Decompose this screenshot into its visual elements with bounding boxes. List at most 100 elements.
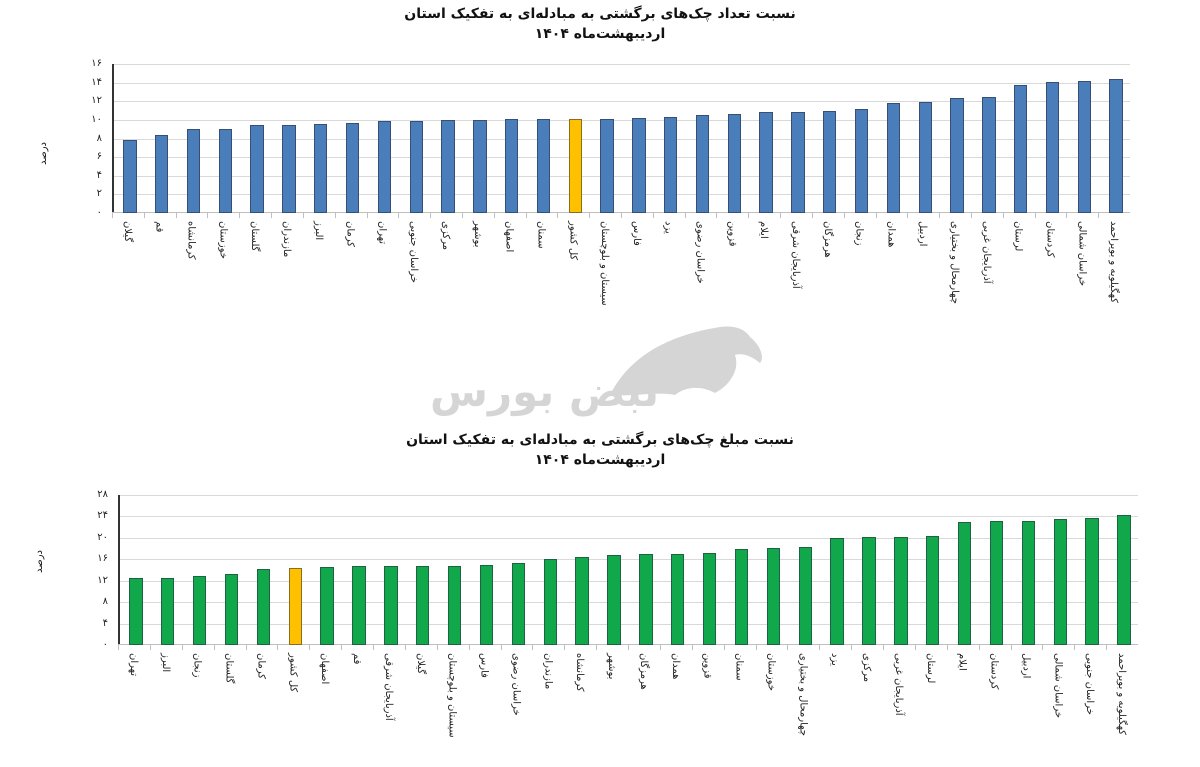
- bar: [600, 118, 614, 213]
- watermark: نبض بورس: [430, 315, 770, 425]
- bar: [957, 521, 972, 645]
- y-tick-label: ۲۴: [97, 510, 108, 522]
- x-tick-label: آذربایجان شرقی: [382, 653, 394, 721]
- x-tick: [907, 213, 909, 218]
- bar: [416, 565, 430, 645]
- bar: [288, 567, 302, 645]
- bar: [409, 120, 423, 213]
- x-tick-label: کرمانشاه: [185, 221, 197, 260]
- y-tick-label: ۱۴: [91, 76, 102, 88]
- x-tick: [373, 645, 374, 650]
- title-line: نسبت تعداد چک‌های برگشتی به مبادله‌ای به…: [404, 6, 796, 22]
- x-tick-label: زنجان: [853, 221, 865, 246]
- gridline: [112, 82, 1130, 84]
- bar: [830, 538, 844, 645]
- bull-icon: [610, 326, 762, 396]
- x-tick-label: کرمانشاه: [574, 653, 586, 692]
- bar: [504, 118, 519, 213]
- bar: [123, 140, 137, 213]
- x-tick: [557, 213, 559, 218]
- bar: [345, 122, 360, 213]
- x-tick: [1010, 645, 1012, 650]
- y-tick-label: ۱۶: [97, 553, 108, 565]
- bar: [511, 562, 526, 645]
- x-tick: [1002, 213, 1004, 218]
- x-tick-label: یزد: [662, 221, 674, 234]
- bar: [1085, 518, 1099, 645]
- x-tick-label: زنجان: [191, 653, 203, 678]
- x-tick: [564, 645, 566, 650]
- x-tick-label: گیلان: [121, 221, 133, 243]
- x-tick: [532, 645, 534, 650]
- bar: [1077, 80, 1091, 213]
- x-tick: [691, 645, 693, 650]
- x-tick-label: ایلام: [956, 653, 968, 671]
- bar: [727, 114, 742, 213]
- x-tick: [748, 213, 750, 218]
- x-tick-label: یزد: [829, 653, 841, 666]
- y-tick-label: ۱۰: [91, 113, 102, 125]
- x-tick-label: قم: [351, 653, 363, 665]
- x-tick: [1042, 645, 1044, 650]
- bar: [862, 537, 876, 645]
- gridline: [118, 623, 1138, 625]
- bar: [1117, 514, 1131, 645]
- x-tick-label: لرستان: [924, 653, 936, 684]
- x-tick: [1106, 645, 1108, 650]
- bar: [766, 548, 781, 645]
- x-tick-label: مرکزی: [861, 653, 873, 682]
- x-tick-label: ایلام: [758, 221, 770, 239]
- bar: [568, 118, 582, 213]
- bar: [536, 118, 551, 213]
- bar: [639, 554, 653, 645]
- bar: [473, 119, 487, 213]
- bar: [854, 108, 869, 213]
- bar: [575, 557, 589, 645]
- bar: [352, 565, 366, 645]
- x-tick: [787, 645, 789, 650]
- x-tick-label: کهگیلویه و بویراحمد: [1108, 221, 1120, 303]
- x-tick-label: آذربایجان شرقی: [789, 221, 801, 289]
- bar: [702, 553, 717, 645]
- x-tick-label: لرستان: [1012, 221, 1024, 252]
- x-tick-label: کرمان: [255, 653, 267, 680]
- x-tick: [978, 645, 980, 650]
- x-tick: [430, 213, 432, 218]
- bar: [671, 554, 685, 645]
- x-tick-label: هرمزگان: [821, 221, 833, 258]
- subtitle-line: اردیبهشت‌ماه ۱۴۰۴: [534, 452, 666, 468]
- y-tick-label: ۲۸: [97, 489, 108, 500]
- gridline: [118, 580, 1138, 582]
- x-tick: [716, 213, 718, 218]
- x-tick: [1098, 213, 1100, 218]
- x-tick-label: چهارمحال و بختیاری: [797, 653, 809, 736]
- bar: [1021, 521, 1036, 645]
- title-line: نسبت مبلغ چک‌های برگشتی به مبادله‌ای به …: [406, 432, 794, 448]
- x-tick-label: خوزستان: [765, 653, 777, 691]
- bar: [982, 96, 996, 213]
- gridline: [112, 101, 1130, 103]
- y-tick-label: ۴: [102, 617, 108, 629]
- x-tick: [589, 213, 591, 218]
- x-tick-label: کل کشور: [567, 221, 579, 261]
- bar: [1045, 81, 1060, 213]
- x-tick: [175, 213, 177, 218]
- x-tick-label: قزوین: [726, 221, 738, 247]
- bar: [1053, 519, 1067, 645]
- x-tick-label: البرز: [159, 653, 171, 673]
- x-tick-label: البرز: [312, 221, 324, 241]
- x-tick: [755, 645, 757, 650]
- x-tick: [239, 213, 241, 218]
- x-tick: [302, 213, 304, 218]
- x-tick: [723, 645, 725, 650]
- bar: [479, 565, 494, 645]
- x-tick: [334, 213, 336, 218]
- x-tick: [621, 213, 622, 218]
- x-tick-label: خراسان شمالی: [1052, 653, 1064, 719]
- y-tick-label: ۱۲: [91, 95, 102, 107]
- x-tick: [404, 645, 406, 650]
- bar: [377, 120, 392, 213]
- x-tick: [1066, 213, 1068, 218]
- x-tick: [659, 645, 661, 650]
- x-tick: [970, 213, 972, 218]
